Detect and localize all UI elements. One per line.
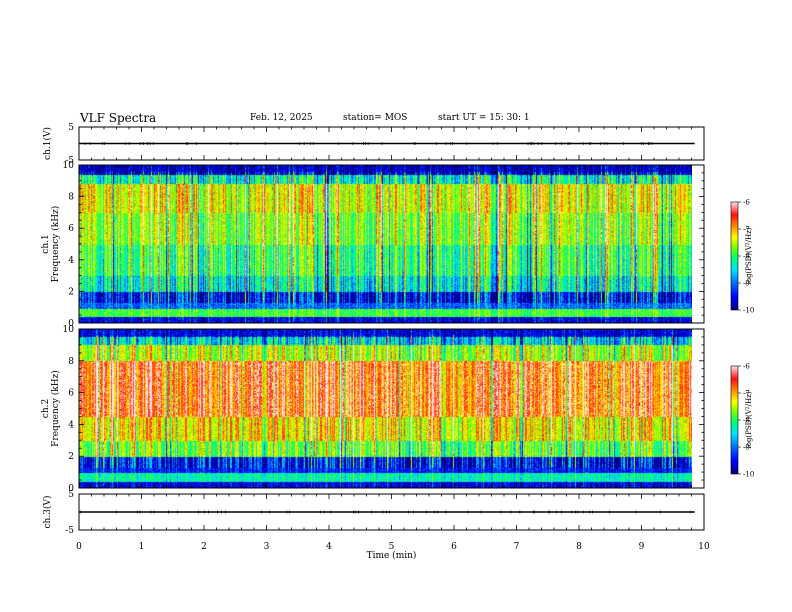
- colorbar-tick-label: -8: [743, 417, 750, 425]
- y-tick-label: 4: [68, 256, 74, 266]
- ch2-spectrogram-image: [79, 329, 692, 488]
- y-tick-label: 10: [63, 325, 75, 335]
- y-tick-label: 6: [68, 224, 74, 234]
- y-tick-label: -5: [65, 526, 74, 536]
- start-time-label: start UT = 15: 30: 1: [438, 113, 530, 123]
- colorbar-tick-label: -7: [743, 390, 750, 398]
- x-tick-label: 9: [639, 542, 645, 552]
- chart-title: VLF Spectra: [80, 111, 157, 125]
- colorbar-tick-label: -7: [743, 226, 750, 234]
- y-tick-label: 2: [68, 452, 74, 462]
- ch2-ylabel-frequency: Frequency (kHz): [50, 370, 61, 447]
- y-tick-label: 6: [68, 389, 74, 399]
- y-tick-label: 0: [68, 319, 74, 329]
- x-tick-label: 0: [76, 542, 82, 552]
- colorbar-tick-label: -10: [743, 307, 754, 315]
- colorbar-tick-label: -9: [743, 280, 750, 288]
- y-tick-label: -5: [65, 156, 74, 166]
- y-tick-label: 0: [68, 484, 74, 494]
- colorbar-tick-label: -6: [743, 199, 750, 207]
- y-tick-label: 5: [68, 123, 74, 133]
- ch1-colorbar: [730, 201, 739, 311]
- x-tick-label: 3: [264, 542, 270, 552]
- x-tick-label: 7: [514, 542, 520, 552]
- x-tick-label: 8: [576, 542, 582, 552]
- spectrogram-blank-area: [692, 329, 704, 488]
- ch1-spectrogram-image: [79, 165, 692, 323]
- y-tick-label: 10: [63, 161, 75, 171]
- x-tick-label: 4: [326, 542, 332, 552]
- x-tick-label: 1: [139, 542, 145, 552]
- ch1-ylabel-frequency: Frequency (kHz): [50, 206, 61, 283]
- ch2-ylabel-channel: ch.2: [41, 399, 51, 418]
- ch1-ylabel: ch.1(V): [42, 127, 53, 160]
- y-tick-label: 2: [68, 287, 74, 297]
- colorbar-tick-label: -10: [743, 471, 754, 479]
- x-tick-label: 10: [698, 542, 710, 552]
- colorbar-tick-label: -9: [743, 444, 750, 452]
- ch3-ylabel: ch.3(V): [42, 496, 53, 529]
- colorbar-tick-label: -6: [743, 363, 750, 371]
- x-tick-label: 2: [201, 542, 207, 552]
- colorbar-tick-label: -8: [743, 253, 750, 261]
- spectrogram-blank-area: [692, 165, 704, 323]
- ch2-colorbar: [730, 365, 739, 475]
- x-tick-label: 5: [389, 542, 395, 552]
- ch1-ylabel-channel: ch.1: [41, 234, 51, 253]
- station-label: station= MOS: [343, 113, 408, 123]
- y-tick-label: 8: [68, 357, 74, 367]
- date-label: Feb. 12, 2025: [250, 113, 313, 123]
- spectrogram-layer: [79, 165, 704, 488]
- ch2-colorbar-label: log(PSD)(V²/Hz): [745, 391, 753, 448]
- y-tick-label: 8: [68, 193, 74, 203]
- y-tick-label: 4: [68, 420, 74, 430]
- ch1-colorbar-label: log(PSD)(V²/Hz): [745, 227, 753, 284]
- y-tick-label: 5: [68, 490, 74, 500]
- x-tick-label: 6: [451, 542, 457, 552]
- x-axis-label: Time (min): [367, 550, 417, 561]
